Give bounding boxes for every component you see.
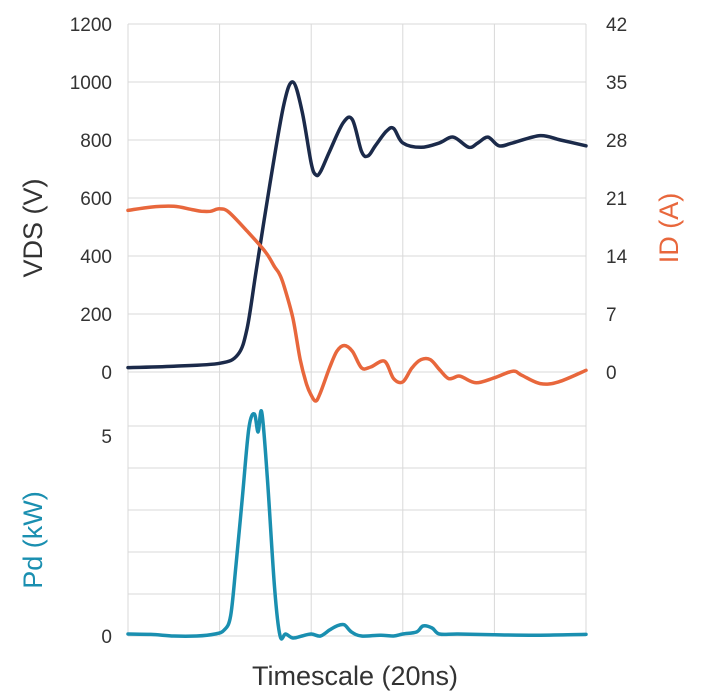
y-tick-label-right: 14: [606, 247, 628, 268]
y-tick-label-left: 600: [80, 189, 112, 210]
id-line: [126, 204, 588, 403]
y-tick-label-bottom: 0: [101, 627, 112, 648]
y-tick-label-right: 0: [606, 363, 617, 384]
x-axis-title: Timescale (20ns): [252, 661, 458, 691]
series: [126, 80, 588, 641]
y-tick-label-left: 0: [101, 363, 112, 384]
y-tick-label-left: 1000: [70, 73, 112, 94]
y-tick-label-right: 21: [606, 189, 627, 210]
y-tick-label-right: 42: [606, 15, 627, 36]
axis-titles: VDS (V) ID (A) Pd (kW) Timescale (20ns): [18, 178, 684, 691]
y-axis-title-bottom: Pd (kW): [18, 491, 48, 589]
y-tick-label-right: 35: [606, 73, 627, 94]
pd-line: [126, 409, 588, 641]
y-tick-label-left: 400: [80, 247, 112, 268]
vds-line: [126, 80, 588, 370]
grid: [127, 23, 587, 637]
y-axis-title-right: ID (A): [654, 193, 684, 264]
y-tick-label-right: 28: [606, 131, 627, 152]
y-tick-label-left: 1200: [70, 15, 112, 36]
y-tick-label-left: 800: [80, 131, 112, 152]
y-tick-label-left: 200: [80, 305, 112, 326]
y-axis-title-left: VDS (V): [18, 178, 48, 277]
y-tick-label-bottom: 5: [101, 427, 112, 448]
y-tick-label-right: 7: [606, 305, 617, 326]
tick-labels: 0 200 400 600 800 1000 1200 0 7 14 21 28 35 42 0 5: [70, 15, 628, 648]
